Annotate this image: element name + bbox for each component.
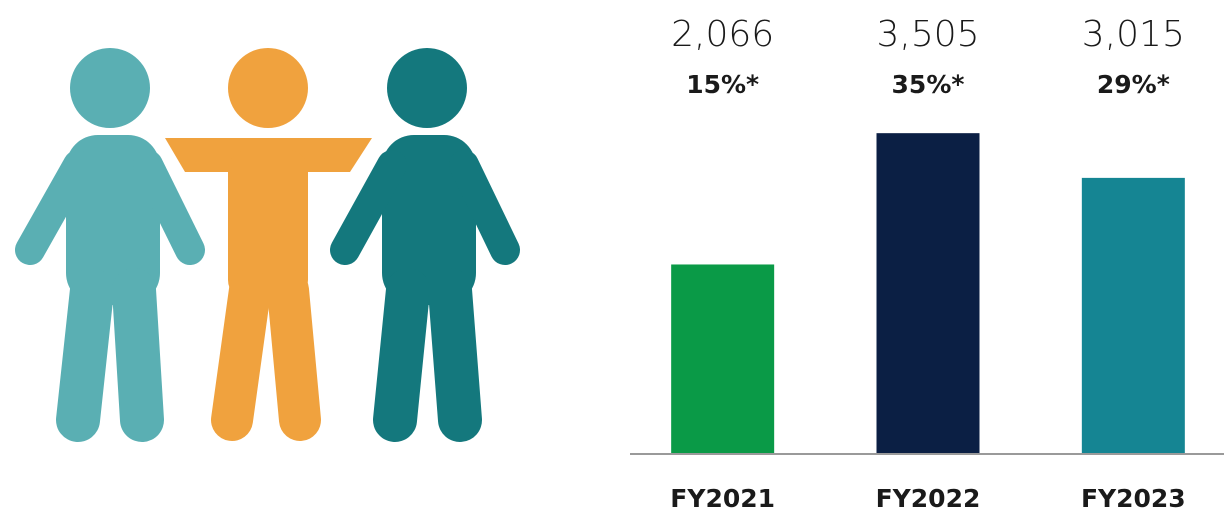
value-label: 2,066	[671, 14, 774, 55]
bar	[1081, 177, 1185, 453]
percent-label: 15%*	[686, 70, 759, 99]
value-label: 3,015	[1082, 14, 1185, 55]
x-tick-label: FY2021	[670, 484, 775, 513]
x-tick-label: FY2022	[876, 484, 981, 513]
x-tick-label: FY2023	[1081, 484, 1186, 513]
percent-label: 29%*	[1097, 70, 1170, 99]
value-label: 3,505	[876, 14, 979, 55]
people-icon	[15, 48, 520, 442]
bar	[671, 264, 775, 453]
bar	[876, 133, 980, 453]
percent-label: 35%*	[892, 70, 965, 99]
